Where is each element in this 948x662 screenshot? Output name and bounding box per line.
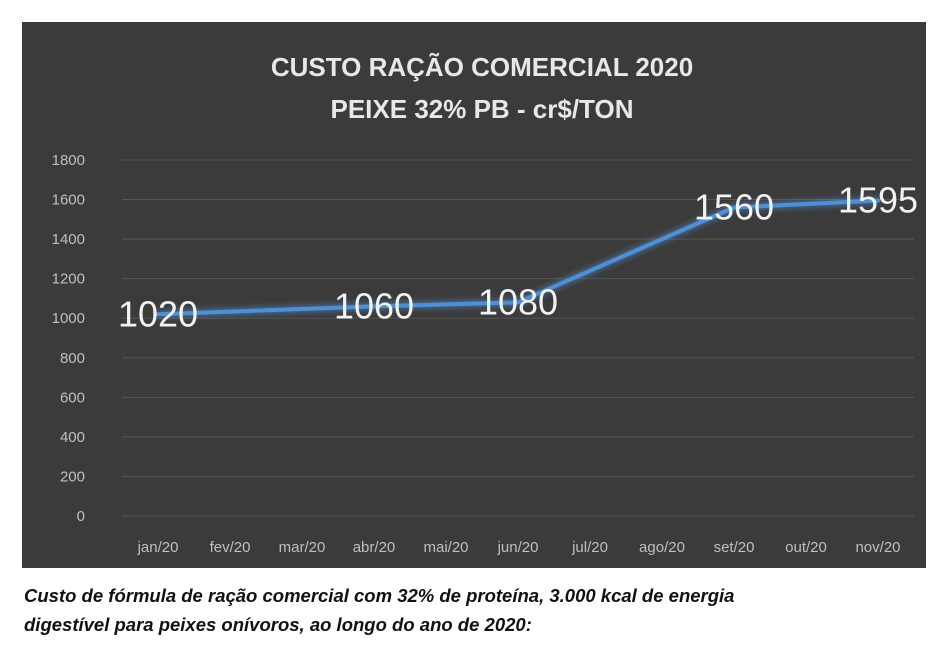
x-tick-label: abr/20: [353, 539, 396, 556]
series-line: [156, 198, 880, 317]
x-tick-label: fev/20: [210, 539, 251, 556]
y-tick-label: 1800: [52, 152, 85, 169]
data-label: 1080: [478, 281, 558, 322]
x-tick-label: out/20: [785, 539, 827, 556]
y-tick-label: 200: [60, 468, 85, 485]
y-tick-label: 600: [60, 389, 85, 406]
data-labels: 1020 1060 1080 1560 1595: [118, 180, 918, 335]
x-tick-label: jul/20: [571, 539, 608, 556]
data-label: 1595: [838, 180, 918, 221]
y-tick-label: 400: [60, 429, 85, 446]
figure-caption: Custo de fórmula de ração comercial com …: [24, 581, 924, 639]
y-tick-label: 800: [60, 350, 85, 367]
x-tick-label: ago/20: [639, 539, 685, 556]
caption-line-2: digestível para peixes onívoros, ao long…: [24, 614, 532, 635]
x-tick-label: jun/20: [497, 539, 539, 556]
x-tick-label: set/20: [714, 539, 755, 556]
series-layer: [156, 198, 880, 317]
chart-title-line-1: CUSTO RAÇÃO COMERCIAL 2020: [271, 52, 693, 82]
y-tick-label: 1000: [52, 310, 85, 327]
data-label: 1560: [694, 186, 774, 227]
y-axis-ticks: 0 200 400 600 800 1000 1200 1400 1600 1800: [52, 152, 85, 525]
line-chart: CUSTO RAÇÃO COMERCIAL 2020 PEIXE 32% PB …: [52, 52, 918, 556]
x-tick-label: jan/20: [137, 539, 179, 556]
data-label: 1060: [334, 285, 414, 326]
y-tick-label: 0: [77, 508, 85, 525]
gridlines: [122, 159, 914, 517]
y-tick-label: 1400: [52, 231, 85, 248]
chart-panel: CUSTO RAÇÃO COMERCIAL 2020 PEIXE 32% PB …: [22, 22, 926, 568]
y-tick-label: 1200: [52, 271, 85, 288]
data-label: 1020: [118, 293, 198, 334]
caption-line-1: Custo de fórmula de ração comercial com …: [24, 585, 735, 606]
y-tick-label: 1600: [52, 192, 85, 209]
x-tick-label: mar/20: [279, 539, 326, 556]
x-tick-label: nov/20: [855, 539, 900, 556]
x-axis-ticks: jan/20 fev/20 mar/20 abr/20 mai/20 jun/20 jul/…: [137, 539, 901, 556]
chart-title-line-2: PEIXE 32% PB - cr$/TON: [331, 94, 634, 124]
x-tick-label: mai/20: [423, 539, 468, 556]
